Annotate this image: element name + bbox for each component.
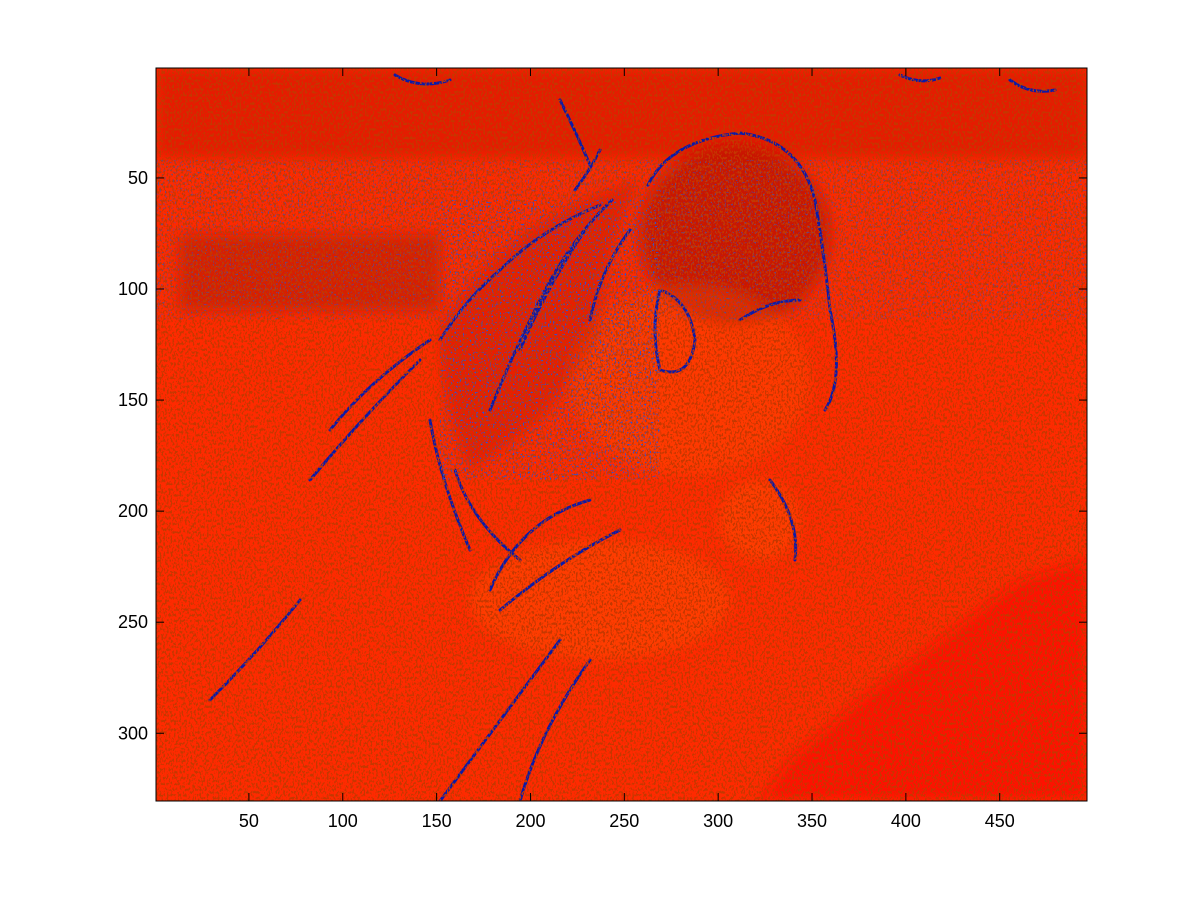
y-axis-ticks bbox=[156, 177, 1087, 734]
blue-speckle-hair bbox=[440, 200, 660, 480]
y-tick-label: 200 bbox=[118, 501, 148, 521]
image-area bbox=[156, 68, 1087, 801]
axes-box bbox=[155, 67, 1088, 802]
x-tick-label: 100 bbox=[328, 811, 358, 831]
x-tick-label: 450 bbox=[985, 811, 1015, 831]
x-tick-label: 250 bbox=[609, 811, 639, 831]
y-tick-label: 150 bbox=[118, 390, 148, 410]
x-axis-tick-labels: 50 100 150 200 250 300 350 400 450 bbox=[239, 811, 1015, 831]
y-tick-label: 100 bbox=[118, 279, 148, 299]
y-tick-label: 300 bbox=[118, 723, 148, 743]
x-tick-label: 350 bbox=[797, 811, 827, 831]
y-axis-tick-labels: 50 100 150 200 250 300 bbox=[118, 168, 148, 743]
y-tick-label: 50 bbox=[128, 168, 148, 188]
x-axis-ticks bbox=[248, 68, 1001, 801]
x-tick-label: 400 bbox=[891, 811, 921, 831]
x-tick-label: 150 bbox=[422, 811, 452, 831]
x-tick-label: 200 bbox=[515, 811, 545, 831]
x-tick-label: 50 bbox=[239, 811, 259, 831]
y-tick-label: 250 bbox=[118, 612, 148, 632]
x-tick-label: 300 bbox=[703, 811, 733, 831]
